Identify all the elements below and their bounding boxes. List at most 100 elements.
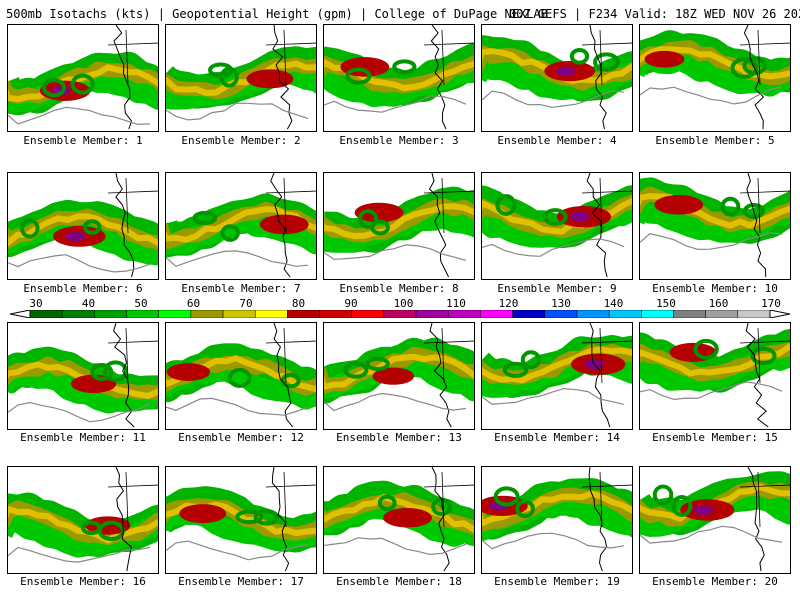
ensemble-member-label: Ensemble Member: 13 bbox=[336, 431, 462, 444]
jet-stream-map bbox=[324, 467, 474, 572]
ensemble-map-16 bbox=[7, 466, 159, 574]
jet-stream-map bbox=[8, 323, 158, 428]
color-scale-swatch bbox=[641, 310, 674, 318]
chart-header: 500mb Isotachs (kts) | Geopotential Heig… bbox=[6, 6, 800, 22]
jet-stream-map bbox=[8, 25, 158, 130]
ensemble-member-label: Ensemble Member: 5 bbox=[655, 134, 775, 147]
ensemble-map-8 bbox=[323, 172, 475, 280]
color-scale-swatch bbox=[61, 310, 95, 318]
jet-stream-map bbox=[166, 25, 316, 130]
ensemble-map-3 bbox=[323, 24, 475, 132]
color-scale-tick-label: 140 bbox=[603, 297, 624, 310]
color-scale-swatch bbox=[287, 310, 320, 318]
jet-stream-map bbox=[482, 467, 632, 572]
jet-stream-map bbox=[482, 173, 632, 278]
ensemble-map-19 bbox=[481, 466, 633, 574]
jet-stream-map bbox=[482, 323, 632, 428]
ensemble-member-label: Ensemble Member: 4 bbox=[497, 134, 617, 147]
color-scale-swatch bbox=[319, 310, 352, 318]
jet-stream-map bbox=[166, 467, 316, 572]
color-scale-tick-label: 90 bbox=[344, 297, 358, 310]
jet-stream-map bbox=[324, 173, 474, 278]
color-scale-tick-label: 30 bbox=[29, 297, 43, 310]
jet-stream-map bbox=[166, 173, 316, 278]
color-scale-swatch bbox=[29, 310, 63, 318]
jet-stream-map bbox=[640, 173, 790, 278]
color-scale-swatch bbox=[158, 310, 192, 318]
ensemble-member-label: Ensemble Member: 7 bbox=[181, 282, 301, 295]
jet-stream-map bbox=[640, 467, 790, 572]
ensemble-member-label: Ensemble Member: 9 bbox=[497, 282, 617, 295]
jet-stream-map bbox=[482, 25, 632, 130]
color-scale-tick-label: 60 bbox=[186, 297, 201, 310]
isotach-color-scale: 30 40 50 60 70 80 90 100 110 120 130 140 150 160 170 bbox=[10, 298, 790, 320]
color-scale-tick-label: 170 bbox=[761, 297, 781, 310]
ensemble-member-label: Ensemble Member: 19 bbox=[494, 575, 620, 588]
ensemble-map-15 bbox=[639, 322, 791, 430]
color-scale-tick-label: 50 bbox=[134, 297, 148, 310]
jet-stream-map bbox=[166, 323, 316, 428]
color-scale-tick-label: 130 bbox=[551, 297, 571, 310]
color-scale-swatch bbox=[383, 310, 417, 318]
ensemble-member-label: Ensemble Member: 3 bbox=[339, 134, 459, 147]
color-scale-tick-label: 160 bbox=[708, 297, 729, 310]
ensemble-member-label: Ensemble Member: 12 bbox=[178, 431, 304, 444]
color-scale-swatch bbox=[254, 310, 288, 318]
ensemble-map-17 bbox=[165, 466, 317, 574]
jet-stream-map bbox=[324, 25, 474, 130]
ensemble-member-label: Ensemble Member: 1 bbox=[23, 134, 143, 147]
color-scale-swatch bbox=[673, 310, 706, 318]
color-scale-tick-label: 80 bbox=[291, 297, 306, 310]
color-scale-tick-label: 100 bbox=[393, 297, 414, 310]
ensemble-map-9 bbox=[481, 172, 633, 280]
ensemble-map-14 bbox=[481, 322, 633, 430]
jet-stream-map bbox=[8, 467, 158, 572]
color-scale-swatch bbox=[737, 310, 771, 318]
chart-title: 500mb Isotachs (kts) | Geopotential Heig… bbox=[6, 7, 548, 21]
jet-stream-map bbox=[640, 323, 790, 428]
color-scale-swatch bbox=[544, 310, 578, 318]
color-scale-swatch bbox=[190, 310, 224, 318]
color-scale-swatch bbox=[415, 310, 449, 318]
color-scale-tick-label: 150 bbox=[656, 297, 676, 310]
ensemble-map-18 bbox=[323, 466, 475, 574]
ensemble-member-label: Ensemble Member: 11 bbox=[20, 431, 146, 444]
color-scale-left-arrow bbox=[10, 310, 31, 318]
color-scale-swatch bbox=[448, 310, 481, 318]
ensemble-member-label: Ensemble Member: 8 bbox=[339, 282, 459, 295]
color-scale-right-arrow bbox=[769, 310, 790, 318]
color-scale-swatch bbox=[705, 310, 739, 318]
ensemble-member-label: Ensemble Member: 2 bbox=[181, 134, 301, 147]
ensemble-map-13 bbox=[323, 322, 475, 430]
ensemble-map-6 bbox=[7, 172, 159, 280]
ensemble-member-label: Ensemble Member: 16 bbox=[20, 575, 146, 588]
color-scale-swatch bbox=[512, 310, 546, 318]
ensemble-member-label: Ensemble Member: 20 bbox=[652, 575, 778, 588]
color-scale-swatch bbox=[480, 310, 513, 318]
ensemble-member-label: Ensemble Member: 6 bbox=[23, 282, 143, 295]
ensemble-member-label: Ensemble Member: 10 bbox=[652, 282, 778, 295]
jet-stream-map bbox=[640, 25, 790, 130]
ensemble-member-label: Ensemble Member: 18 bbox=[336, 575, 462, 588]
ensemble-map-1 bbox=[7, 24, 159, 132]
color-scale-swatch bbox=[126, 310, 159, 318]
color-scale-swatch bbox=[608, 310, 642, 318]
ensemble-map-5 bbox=[639, 24, 791, 132]
ensemble-map-12 bbox=[165, 322, 317, 430]
ensemble-map-4 bbox=[481, 24, 633, 132]
ensemble-map-7 bbox=[165, 172, 317, 280]
ensemble-map-10 bbox=[639, 172, 791, 280]
ensemble-member-label: Ensemble Member: 14 bbox=[494, 431, 620, 444]
color-scale-swatch bbox=[351, 310, 385, 318]
color-scale-tick-label: 40 bbox=[81, 297, 96, 310]
color-scale-tick-label: 120 bbox=[498, 297, 519, 310]
run-valid-time: 00Z GEFS | F234 Valid: 18Z WED NOV 26 20… bbox=[509, 7, 800, 21]
color-scale-strip bbox=[10, 310, 790, 318]
color-scale-tick-label: 70 bbox=[239, 297, 253, 310]
ensemble-member-label: Ensemble Member: 15 bbox=[652, 431, 778, 444]
jet-stream-map bbox=[8, 173, 158, 278]
color-scale-swatch bbox=[94, 310, 127, 318]
ensemble-member-label: Ensemble Member: 17 bbox=[178, 575, 304, 588]
ensemble-map-11 bbox=[7, 322, 159, 430]
jet-stream-map bbox=[324, 323, 474, 428]
